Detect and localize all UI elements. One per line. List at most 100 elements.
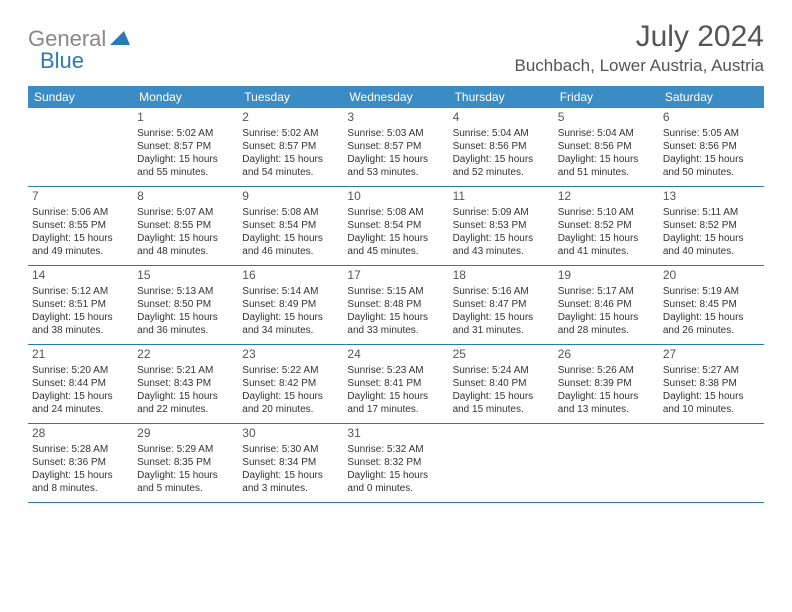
day-detail: Sunrise: 5:12 AM — [32, 285, 129, 298]
day-number: 11 — [453, 189, 550, 205]
day-cell: 15Sunrise: 5:13 AMSunset: 8:50 PMDayligh… — [133, 266, 238, 344]
day-cell — [28, 108, 133, 186]
day-cell: 18Sunrise: 5:16 AMSunset: 8:47 PMDayligh… — [449, 266, 554, 344]
day-number: 6 — [663, 110, 760, 126]
day-detail: Sunrise: 5:08 AM — [242, 206, 339, 219]
day-detail: and 54 minutes. — [242, 166, 339, 179]
day-detail: and 15 minutes. — [453, 403, 550, 416]
day-detail: Sunset: 8:40 PM — [453, 377, 550, 390]
day-detail: and 36 minutes. — [137, 324, 234, 337]
day-detail: Sunrise: 5:28 AM — [32, 443, 129, 456]
day-detail: Sunset: 8:52 PM — [663, 219, 760, 232]
day-detail: Sunset: 8:52 PM — [558, 219, 655, 232]
day-detail: Sunset: 8:53 PM — [453, 219, 550, 232]
day-detail: Sunset: 8:57 PM — [137, 140, 234, 153]
week-row: 14Sunrise: 5:12 AMSunset: 8:51 PMDayligh… — [28, 266, 764, 345]
day-cell: 4Sunrise: 5:04 AMSunset: 8:56 PMDaylight… — [449, 108, 554, 186]
day-detail: and 46 minutes. — [242, 245, 339, 258]
day-header-mon: Monday — [133, 86, 238, 108]
day-detail: Daylight: 15 hours — [347, 390, 444, 403]
day-number: 22 — [137, 347, 234, 363]
day-detail: and 26 minutes. — [663, 324, 760, 337]
day-cell: 3Sunrise: 5:03 AMSunset: 8:57 PMDaylight… — [343, 108, 448, 186]
day-header-tue: Tuesday — [238, 86, 343, 108]
day-detail: Sunrise: 5:22 AM — [242, 364, 339, 377]
day-number: 23 — [242, 347, 339, 363]
day-detail: Daylight: 15 hours — [453, 232, 550, 245]
day-detail: Daylight: 15 hours — [663, 311, 760, 324]
day-cell: 9Sunrise: 5:08 AMSunset: 8:54 PMDaylight… — [238, 187, 343, 265]
day-number: 19 — [558, 268, 655, 284]
day-cell: 12Sunrise: 5:10 AMSunset: 8:52 PMDayligh… — [554, 187, 659, 265]
day-detail: Sunset: 8:34 PM — [242, 456, 339, 469]
day-detail: Daylight: 15 hours — [242, 153, 339, 166]
day-detail: Sunrise: 5:03 AM — [347, 127, 444, 140]
day-detail: and 34 minutes. — [242, 324, 339, 337]
day-detail: and 5 minutes. — [137, 482, 234, 495]
day-detail: and 20 minutes. — [242, 403, 339, 416]
day-detail: Sunset: 8:46 PM — [558, 298, 655, 311]
day-detail: and 0 minutes. — [347, 482, 444, 495]
day-header-fri: Friday — [554, 86, 659, 108]
day-cell: 6Sunrise: 5:05 AMSunset: 8:56 PMDaylight… — [659, 108, 764, 186]
day-detail: Sunrise: 5:19 AM — [663, 285, 760, 298]
day-detail: and 17 minutes. — [347, 403, 444, 416]
day-detail: Sunset: 8:57 PM — [242, 140, 339, 153]
day-number: 26 — [558, 347, 655, 363]
day-detail: Sunrise: 5:16 AM — [453, 285, 550, 298]
day-cell — [659, 424, 764, 502]
day-cell: 23Sunrise: 5:22 AMSunset: 8:42 PMDayligh… — [238, 345, 343, 423]
day-detail: Sunset: 8:54 PM — [242, 219, 339, 232]
day-detail: Sunset: 8:56 PM — [558, 140, 655, 153]
day-detail: Sunset: 8:54 PM — [347, 219, 444, 232]
day-cell: 16Sunrise: 5:14 AMSunset: 8:49 PMDayligh… — [238, 266, 343, 344]
day-number: 1 — [137, 110, 234, 126]
day-detail: and 33 minutes. — [347, 324, 444, 337]
day-cell: 7Sunrise: 5:06 AMSunset: 8:55 PMDaylight… — [28, 187, 133, 265]
day-detail: and 53 minutes. — [347, 166, 444, 179]
day-header-sat: Saturday — [659, 86, 764, 108]
day-number: 31 — [347, 426, 444, 442]
day-cell: 27Sunrise: 5:27 AMSunset: 8:38 PMDayligh… — [659, 345, 764, 423]
day-number: 29 — [137, 426, 234, 442]
day-detail: and 3 minutes. — [242, 482, 339, 495]
title-block: July 2024 Buchbach, Lower Austria, Austr… — [515, 20, 764, 76]
day-number: 24 — [347, 347, 444, 363]
day-detail: Daylight: 15 hours — [137, 153, 234, 166]
day-cell — [554, 424, 659, 502]
day-detail: Sunset: 8:56 PM — [663, 140, 760, 153]
day-detail: Sunset: 8:35 PM — [137, 456, 234, 469]
day-detail: and 43 minutes. — [453, 245, 550, 258]
month-title: July 2024 — [515, 20, 764, 54]
day-detail: Sunrise: 5:04 AM — [558, 127, 655, 140]
day-detail: Daylight: 15 hours — [453, 153, 550, 166]
day-detail: Sunrise: 5:17 AM — [558, 285, 655, 298]
day-number: 14 — [32, 268, 129, 284]
day-number: 3 — [347, 110, 444, 126]
day-detail: Daylight: 15 hours — [242, 390, 339, 403]
day-header-wed: Wednesday — [343, 86, 448, 108]
day-number: 12 — [558, 189, 655, 205]
day-cell: 26Sunrise: 5:26 AMSunset: 8:39 PMDayligh… — [554, 345, 659, 423]
day-detail: Sunset: 8:44 PM — [32, 377, 129, 390]
day-detail: and 55 minutes. — [137, 166, 234, 179]
day-cell — [449, 424, 554, 502]
day-detail: Sunset: 8:55 PM — [32, 219, 129, 232]
day-detail: Sunrise: 5:15 AM — [347, 285, 444, 298]
day-detail: Sunset: 8:50 PM — [137, 298, 234, 311]
day-detail: Daylight: 15 hours — [242, 469, 339, 482]
day-detail: and 24 minutes. — [32, 403, 129, 416]
calendar-grid: Sunday Monday Tuesday Wednesday Thursday… — [28, 86, 764, 503]
day-detail: Daylight: 15 hours — [32, 390, 129, 403]
day-detail: Sunset: 8:45 PM — [663, 298, 760, 311]
day-detail: Sunset: 8:56 PM — [453, 140, 550, 153]
day-cell: 14Sunrise: 5:12 AMSunset: 8:51 PMDayligh… — [28, 266, 133, 344]
day-detail: and 22 minutes. — [137, 403, 234, 416]
day-detail: Daylight: 15 hours — [32, 311, 129, 324]
day-detail: Daylight: 15 hours — [242, 311, 339, 324]
day-cell: 21Sunrise: 5:20 AMSunset: 8:44 PMDayligh… — [28, 345, 133, 423]
day-detail: Daylight: 15 hours — [347, 153, 444, 166]
day-detail: Sunset: 8:32 PM — [347, 456, 444, 469]
day-detail: Sunrise: 5:27 AM — [663, 364, 760, 377]
day-detail: Sunset: 8:42 PM — [242, 377, 339, 390]
